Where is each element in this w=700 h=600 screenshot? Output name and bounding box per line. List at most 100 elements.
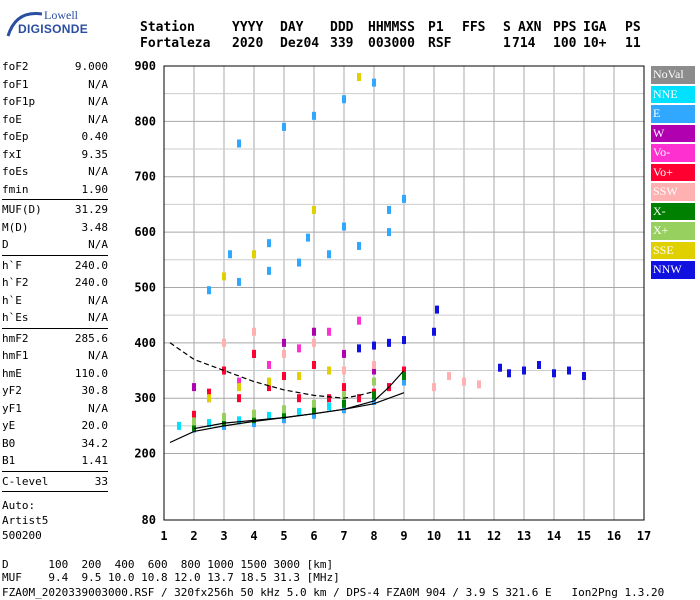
param-row: foF2 9.000 <box>2 58 108 76</box>
y-tick-label: 600 <box>134 225 156 239</box>
param-row: fxI 9.35 <box>2 146 108 164</box>
data-point-nnw <box>432 327 436 336</box>
header-label-0: Station <box>140 20 195 35</box>
x-tick-label: 13 <box>517 529 531 543</box>
data-point-xminus <box>312 406 316 415</box>
y-tick-label: 900 <box>134 59 156 73</box>
footer-distance-line: D 100 200 400 600 800 1000 1500 3000 [km… <box>2 558 334 571</box>
param-value: N/A <box>88 238 108 251</box>
data-point-nne <box>237 416 241 425</box>
data-point-e <box>282 415 286 424</box>
logo-top-text: Lowell <box>44 8 78 22</box>
data-point-e <box>312 111 316 120</box>
header-label-5: P1 <box>428 20 444 35</box>
auto-line-l2: Artist5 <box>2 514 49 527</box>
data-point-nne <box>327 402 331 411</box>
data-point-ssw <box>252 327 256 336</box>
param-row: h`E N/A <box>2 292 108 310</box>
param-row: C-level 33 <box>2 473 108 491</box>
param-row: fmin 1.90 <box>2 181 108 199</box>
data-point-e <box>342 222 346 231</box>
header-value-4: 003000 <box>368 36 415 51</box>
data-point-xminus <box>342 399 346 408</box>
header-label-2: DAY <box>280 20 304 35</box>
header-value-1: 2020 <box>232 36 264 51</box>
header-value-2: Dez04 <box>280 36 320 51</box>
param-row: yF1 N/A <box>2 400 108 418</box>
param-row: h`Es N/A <box>2 309 108 327</box>
header-value-5: RSF <box>428 36 452 51</box>
x-tick-label: 11 <box>457 529 471 543</box>
legend-item-vominus: Vo- <box>651 144 695 162</box>
plot-frame <box>163 65 645 521</box>
autoscaling-info: Auto: Artist5 500200 <box>2 498 108 543</box>
param-row: foF1p N/A <box>2 93 108 111</box>
ionogram-chart: 1 2 3 4 5 6 7 8 9 10 11 12 13 14 15 16 17802003004005006… <box>134 59 651 543</box>
param-name: h`F2 <box>2 276 29 289</box>
data-point-ssw <box>282 349 286 358</box>
param-name: foF1 <box>2 77 29 91</box>
data-point-nnw <box>522 366 526 375</box>
y-tick-label: 500 <box>134 280 156 294</box>
data-point-sse <box>297 372 301 381</box>
param-value: 34.2 <box>81 436 109 450</box>
param-name: h`Es <box>2 311 29 324</box>
data-point-nnw <box>498 363 502 372</box>
parameter-panel: foF2 9.000 foF1 N/A foF1p N/A foE N/A foEp 0.40 fx… <box>2 58 108 543</box>
data-point-nne <box>297 408 301 417</box>
param-value: N/A <box>88 95 108 108</box>
param-name: foF2 <box>2 60 29 73</box>
param-value: 33 <box>94 474 108 488</box>
data-point-xminus <box>252 415 256 424</box>
x-tick-label: 16 <box>607 529 621 543</box>
data-point-nnw <box>582 372 586 381</box>
data-point-sse <box>327 366 331 375</box>
param-divider <box>2 470 108 472</box>
param-row: h`F2 240.0 <box>2 274 108 292</box>
data-point-w <box>282 338 286 347</box>
header-value-10: 11 <box>625 36 641 51</box>
data-point-e <box>327 250 331 259</box>
param-row: M(D) 3.48 <box>2 219 108 237</box>
header-label-8: AXN <box>518 20 542 35</box>
data-point-vominus <box>297 344 301 353</box>
param-divider <box>2 254 108 256</box>
data-point-e <box>207 286 211 295</box>
data-point-ssw <box>447 372 451 381</box>
header-label-1: YYYY <box>232 20 264 35</box>
data-point-voplus <box>327 394 331 403</box>
header-label-7: S <box>503 20 511 35</box>
legend-item-ssw: SSW <box>651 183 695 201</box>
param-value: 31.29 <box>74 203 108 216</box>
param-name: MUF(D) <box>2 203 42 216</box>
data-point-e <box>282 122 286 131</box>
data-point-e <box>267 266 271 275</box>
legend-item-nne: NNE <box>651 85 695 103</box>
data-point-e <box>402 377 406 386</box>
param-name: D <box>2 238 9 251</box>
data-point-vominus <box>237 377 241 386</box>
param-row: B1 1.41 <box>2 452 108 470</box>
x-tick-label: 6 <box>310 529 317 543</box>
param-value: N/A <box>88 165 108 178</box>
param-value: N/A <box>88 401 108 415</box>
param-value: 30.8 <box>81 384 109 397</box>
param-value: 9.35 <box>81 147 109 161</box>
param-name: h`E <box>2 293 22 307</box>
data-point-voplus <box>357 394 361 403</box>
data-point-e <box>387 205 391 214</box>
data-point-nne <box>177 421 181 430</box>
data-point-e <box>297 258 301 267</box>
data-point-ssw <box>222 338 226 347</box>
header-label-10: IGA <box>583 20 607 35</box>
param-value: 9.000 <box>74 60 108 73</box>
param-row: B0 34.2 <box>2 435 108 453</box>
legend-item-xminus: X- <box>651 202 695 220</box>
legend: NoVal NNE E W Vo- Vo+ SSW X- X+ SSE NNW <box>651 66 695 281</box>
data-point-xplus <box>192 417 196 426</box>
data-point-ssw <box>342 366 346 375</box>
data-point-ssw <box>477 380 481 389</box>
param-row: foF1 N/A <box>2 76 108 94</box>
data-point-xplus <box>252 409 256 418</box>
param-name: hmF2 <box>2 331 29 345</box>
